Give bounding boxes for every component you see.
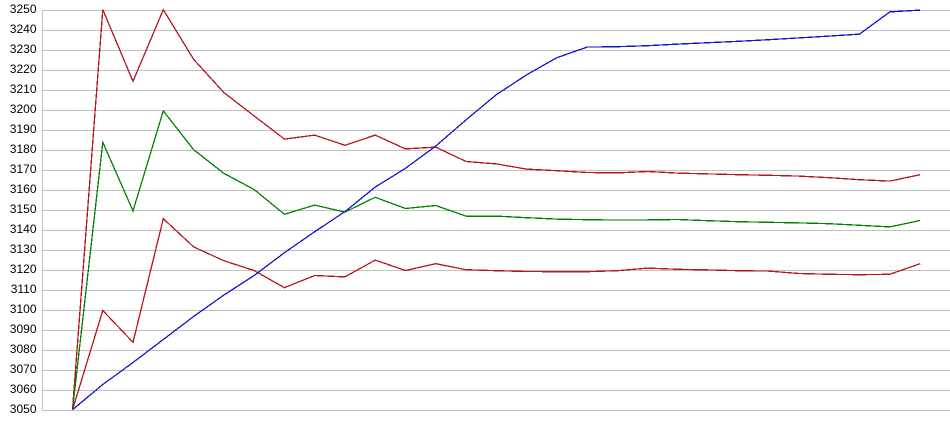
svg-text:3080: 3080 — [10, 342, 37, 356]
svg-text:3170: 3170 — [10, 162, 37, 176]
svg-text:3060: 3060 — [10, 382, 37, 396]
svg-text:3250: 3250 — [10, 2, 37, 16]
svg-text:3110: 3110 — [11, 282, 37, 296]
svg-text:3230: 3230 — [10, 42, 37, 56]
svg-text:3100: 3100 — [10, 302, 37, 316]
svg-text:3160: 3160 — [10, 182, 37, 196]
svg-text:3180: 3180 — [10, 142, 37, 156]
svg-text:3150: 3150 — [10, 202, 37, 216]
svg-text:3140: 3140 — [10, 222, 37, 236]
svg-text:3130: 3130 — [10, 242, 37, 256]
svg-text:3240: 3240 — [10, 22, 37, 36]
svg-text:3120: 3120 — [10, 262, 37, 276]
svg-text:3090: 3090 — [10, 322, 37, 336]
svg-text:3210: 3210 — [10, 82, 37, 96]
svg-text:3190: 3190 — [10, 122, 37, 136]
svg-text:3200: 3200 — [10, 102, 37, 116]
svg-text:3220: 3220 — [10, 62, 37, 76]
svg-text:3070: 3070 — [10, 362, 37, 376]
svg-text:3050: 3050 — [10, 402, 37, 416]
